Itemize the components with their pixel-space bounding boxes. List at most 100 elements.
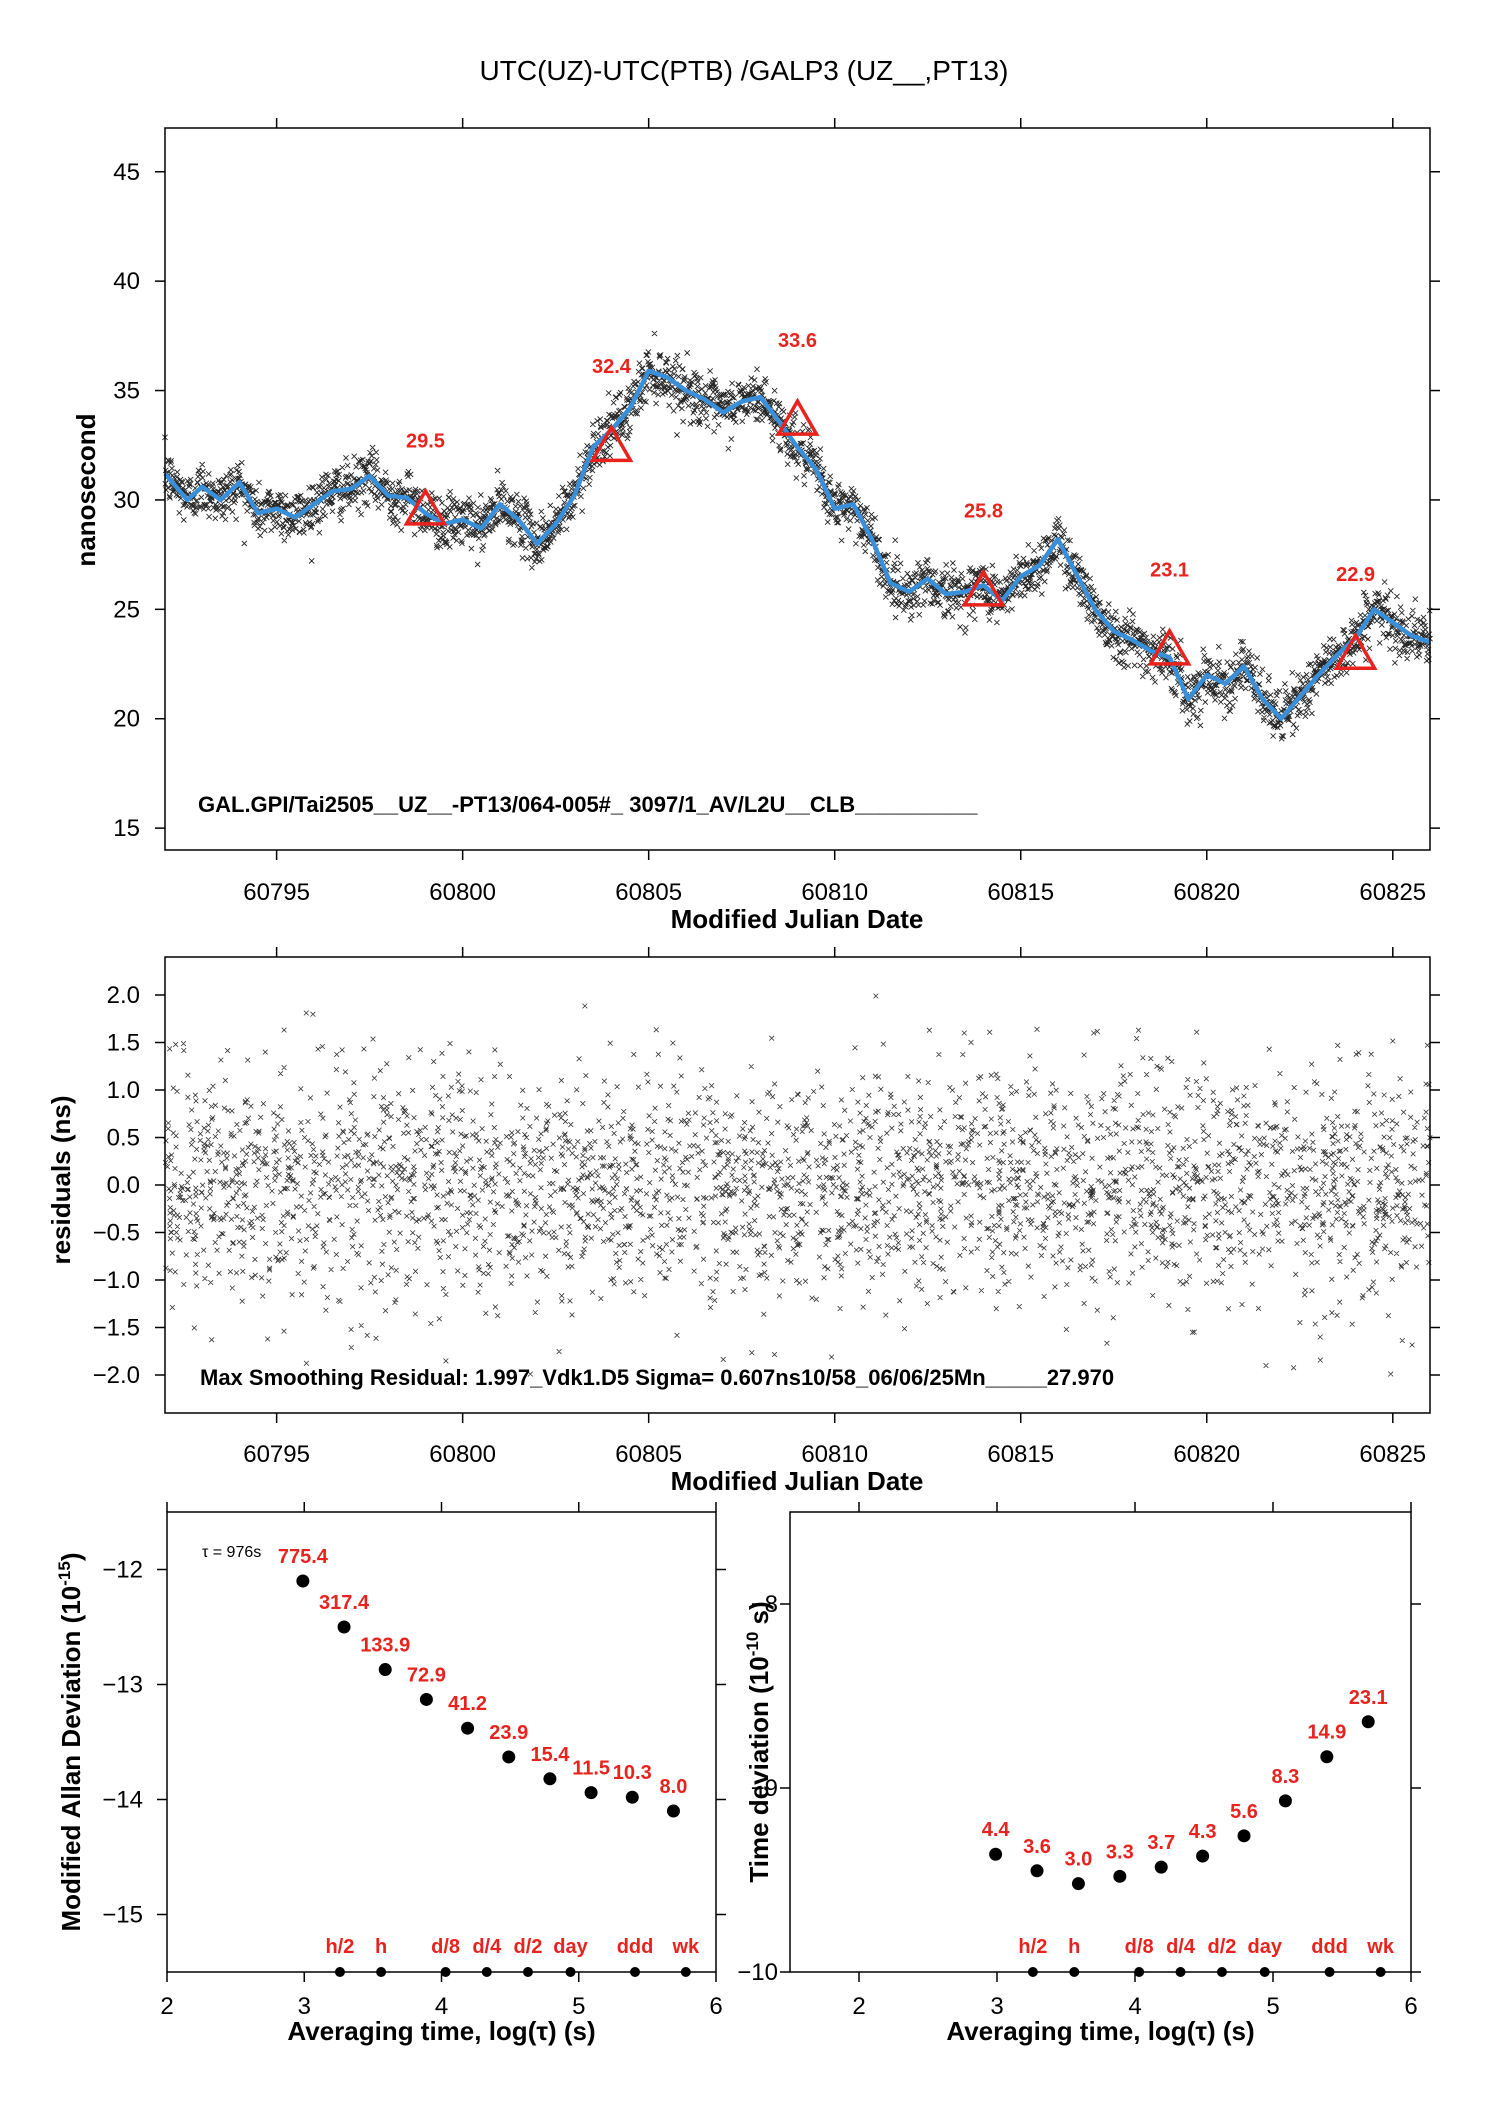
deviation-point [666,1804,680,1818]
y-tick-label: −12 [102,1557,143,1584]
x-tick-label: 60825 [1359,879,1426,906]
deviation-point [1361,1715,1375,1729]
deviation-label: 10.3 [613,1762,652,1784]
y-tick-label: −14 [102,1787,143,1814]
sample-triangle [403,487,448,526]
sample-label: 23.1 [1150,560,1189,582]
smoothed-curve [163,368,1431,721]
deviation-point [1030,1864,1044,1878]
deviation-point [1237,1829,1251,1843]
x-axis-label: Modified Julian Date [671,1466,924,1496]
deviation-label: 317.4 [319,1592,370,1614]
interval-label: d/4 [472,1936,502,1958]
y-tick-label: −8 [751,1591,778,1618]
interval-label: wk [671,1936,700,1958]
deviation-label: 4.4 [982,1819,1011,1841]
x-tick-label: 60795 [243,1441,310,1468]
x-axis-label: Averaging time, log(τ) (s) [287,2016,595,2046]
y-tick-label: 25 [113,596,140,623]
y-tick-label: −9 [751,1775,778,1802]
interval-label: day [1247,1936,1282,1958]
sample-triangle [775,397,820,436]
x-tick-label: 6 [709,1993,722,2020]
x-tick-label: 60805 [615,879,682,906]
x-tick-label: 60820 [1173,879,1240,906]
sample-triangle [1333,631,1378,671]
y-tick-label: −1.0 [93,1267,140,1294]
deviation-label: 72.9 [407,1664,446,1686]
x-tick-label: 60800 [429,1441,496,1468]
residual-points [162,993,1433,1377]
deviation-point [502,1750,516,1764]
y-tick-label: 35 [113,378,140,405]
deviation-label: 3.7 [1147,1832,1175,1854]
x-tick-label: 2 [160,1993,173,2020]
y-axis-label: Modified Allan Deviation (10-15) [55,1553,86,1932]
sample-triangle [1147,627,1192,666]
deviation-label: 3.0 [1065,1849,1093,1871]
interval-label: ddd [1311,1936,1348,1958]
y-tick-label: 1.0 [107,1077,140,1104]
deviation-point [296,1574,310,1588]
deviation-label: 8.3 [1272,1766,1300,1788]
x-tick-label: 3 [298,1993,311,2020]
deviation-label: 3.3 [1106,1841,1134,1863]
interval-label: h [1068,1936,1080,1958]
deviation-point [1196,1849,1210,1863]
deviation-label: 3.6 [1023,1836,1051,1858]
y-tick-label: 15 [113,815,140,842]
modified-allan-deviation-plot: 775.4 317.4 133.9 72.941.223.915.411.5 10.3 8… [55,1502,726,2046]
deviation-label: 23.9 [489,1722,528,1744]
interval-label: d/2 [1207,1936,1236,1958]
time-deviation-plot: 4.4 3.6 3.0 3.3 3.7 4.3 5.6 8.3 14.923.1 h/2 h d/8 d… [737,1502,1421,2046]
interval-label: h/2 [325,1936,354,1958]
time-offset-plot: 29.5 32.4 33.6 25.8 23.1 22.9 60795 60800 60805 6… [71,118,1440,934]
tau-note: τ = 976s [202,1544,261,1561]
x-tick-label: 60810 [801,1441,868,1468]
deviation-point [461,1721,475,1735]
sample-triangle [961,568,1006,607]
x-axis-label: Modified Julian Date [671,904,924,934]
deviation-point [1071,1877,1085,1891]
x-tick-label: 60815 [987,879,1054,906]
x-tick-label: 60820 [1173,1441,1240,1468]
x-tick-label: 60800 [429,879,496,906]
sample-triangle [589,423,634,463]
deviation-point [625,1790,639,1804]
processing-note: GAL.GPI/Tai2505__UZ__-PT13/064-005#_ 309… [198,792,978,817]
deviation-point [1113,1869,1127,1883]
y-tick-label: −1.5 [93,1315,140,1342]
deviation-point [543,1772,557,1786]
plot-frame [789,1511,1412,1973]
x-tick-label: 5 [1266,1993,1279,2020]
y-axis-label: Time deviation (10-10 s) [743,1601,774,1882]
y-tick-label: 1.5 [107,1030,140,1057]
sample-label: 32.4 [592,356,632,378]
interval-label: ddd [617,1936,654,1958]
x-tick-label: 60815 [987,1441,1054,1468]
x-tick-label: 60805 [615,1441,682,1468]
y-tick-label: 45 [113,159,140,186]
interval-label: d/8 [431,1936,460,1958]
y-tick-label: −0.5 [93,1220,140,1247]
x-tick-label: 6 [1404,1993,1417,2020]
residual-note: Max Smoothing Residual: 1.997_Vdk1.D5 Si… [200,1365,1114,1390]
x-tick-label: 60825 [1359,1441,1426,1468]
deviation-label: 133.9 [360,1635,410,1657]
y-tick-label: −2.0 [93,1362,140,1389]
y-axis-label: nanosecond [71,413,101,566]
deviation-point [1154,1860,1168,1874]
plot-frame [164,127,1431,851]
deviation-label: 23.1 [1349,1687,1388,1709]
deviation-label: 4.3 [1189,1821,1217,1843]
chart-title: UTC(UZ)-UTC(PTB) /GALP3 (UZ__,PT13) [480,55,1009,86]
deviation-label: 11.5 [572,1758,610,1780]
y-axis-label: residuals (ns) [46,1095,76,1264]
y-tick-label: 30 [113,487,140,514]
y-tick-label: 40 [113,268,140,295]
interval-label: d/8 [1125,1936,1154,1958]
x-tick-label: 5 [572,1993,585,2020]
sample-label: 29.5 [406,430,445,452]
sample-label: 25.8 [964,500,1003,522]
